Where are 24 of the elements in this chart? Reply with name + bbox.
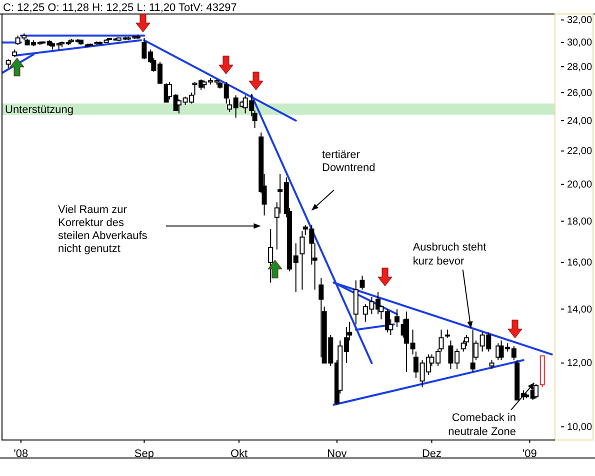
annotation: Viel Raum zur Korrektur des steilen Abverkaufs nicht genutzt [58,204,148,255]
y-tick-label: 18,00 [567,216,592,228]
x-tick-label: Sep [134,448,154,460]
x-tick-label: '09 [522,448,537,460]
y-tick-label: 20,00 [567,180,592,191]
y-tick-label: 16,00 [567,258,592,269]
y-tick-label: 22,00 [567,146,592,158]
y-tick-label: 28,00 [567,62,592,73]
x-tick-label: Okt [230,448,248,460]
y-tick-label: 12,00 [567,358,592,370]
annotation: Comeback in neutrale Zone [448,412,516,438]
x-tick-label: Dez [422,448,442,460]
annotation: Ausbruch steht kurz bevor [412,242,486,268]
annotation: tertiärer Downtrend [322,149,376,174]
chart-title: C: 12,25 O: 11,28 H: 12,25 L: 11,20 TotV: 43297 [3,2,237,14]
y-tick-label: 24,00 [567,116,592,127]
y-tick-label: 10,00 [567,422,592,434]
y-tick-label: 32,00 [567,15,592,26]
y-tick-label: 26,00 [567,88,592,99]
y-tick-label: 30,00 [567,38,592,49]
x-tick-label: '08 [14,448,28,460]
x-tick-label: Nov [327,448,348,460]
y-tick-label: 14,00 [567,304,592,316]
band-label: Unterstützung [5,104,74,116]
